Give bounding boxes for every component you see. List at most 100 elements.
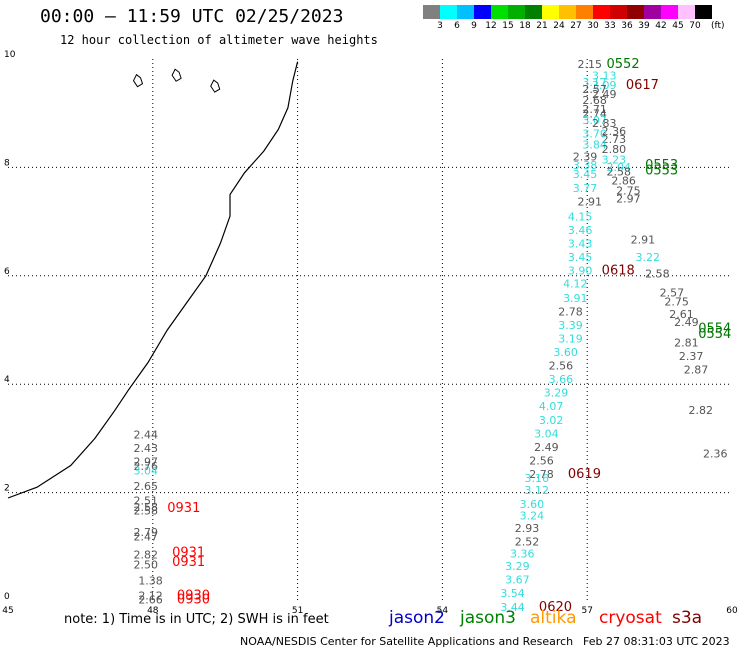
wave-height-label: 3.12	[524, 484, 549, 497]
wave-height-label: 1.38	[138, 575, 163, 588]
wave-height-label: 2.66	[138, 594, 163, 607]
colorbar-label: 12	[485, 21, 497, 31]
colorbar-label: 6	[454, 21, 460, 31]
y-tick-label: 6	[4, 267, 10, 277]
pass-time-label: 0930	[177, 588, 210, 603]
x-tick-label: 48	[147, 606, 159, 616]
wave-height-label: 2.93	[515, 522, 540, 535]
wave-height-label: 2.71	[582, 103, 607, 116]
colorbar-swatch	[525, 5, 542, 19]
colorbar-label: 21	[536, 21, 548, 31]
wave-height-label: 2.80	[602, 143, 627, 156]
colorbar-swatch	[423, 5, 440, 19]
footer-credit: NOAA/NESDIS Center for Satellite Applica…	[240, 635, 574, 648]
wave-height-label: 4.12	[563, 278, 588, 291]
wave-height-label: 3.45	[568, 251, 593, 264]
wave-height-label: 2.39	[573, 150, 598, 163]
wave-height-label: 2.56	[549, 360, 574, 373]
wave-height-label: 3.38	[573, 159, 598, 172]
wave-height-label: 3.29	[544, 387, 569, 400]
wave-height-label: 2.65	[133, 480, 158, 493]
wave-height-label: 2.97	[133, 456, 158, 469]
wave-height-label: 3.02	[539, 414, 564, 427]
pass-time-label: 0618	[602, 264, 635, 279]
wave-height-label: 3.90	[568, 265, 593, 278]
pass-time-label: 0617	[626, 78, 659, 93]
wave-height-label: 3.16	[524, 472, 549, 485]
colorbar-swatch	[559, 5, 576, 19]
wave-height-label: 3.66	[549, 373, 574, 386]
wave-height-label: 3.91	[563, 292, 588, 305]
wave-height-label: 2.82	[133, 549, 158, 562]
colorbar-label: 39	[638, 21, 650, 31]
wave-height-label: 2.51	[133, 495, 158, 508]
wave-height-label: 2.50	[133, 558, 158, 571]
colorbar-swatch	[610, 5, 627, 19]
pass-time-label: 0930	[177, 593, 210, 608]
colorbar-swatch	[508, 5, 525, 19]
colorbar-swatch	[644, 5, 661, 19]
wave-height-label: 2.79	[133, 526, 158, 539]
wave-height-label: 3.23	[602, 154, 627, 167]
wave-height-label: 3.46	[568, 224, 593, 237]
x-tick-label: 60	[726, 606, 738, 616]
wave-height-label: 3.54	[500, 587, 525, 600]
wave-height-label: 3.45	[573, 168, 598, 181]
x-tick-label: 45	[2, 606, 13, 616]
wave-height-label: 3.19	[558, 332, 583, 345]
wave-height-label: 3.70	[582, 128, 607, 141]
footer-note: note: 1) Time is in UTC; 2) SWH is in fe…	[64, 612, 329, 627]
y-tick-label: 10	[4, 50, 16, 60]
island-outline	[171, 68, 182, 82]
colorbar-swatch	[491, 5, 508, 19]
wave-height-label: 3.07	[582, 114, 607, 127]
legend-altika: altika	[530, 608, 577, 628]
wave-height-label: 3.24	[520, 510, 545, 523]
wave-height-label: 3.04	[133, 465, 158, 478]
wave-height-label: 2.58	[645, 267, 670, 280]
wave-height-label: 2.75	[664, 296, 689, 309]
pass-time-label: 0553	[645, 163, 678, 178]
colorbar-swatch	[661, 5, 678, 19]
wave-height-label: 3.60	[520, 498, 545, 511]
wave-height-label: 2.52	[515, 536, 540, 549]
footer-timestamp: Feb 27 08:31:03 UTC 2023	[583, 635, 730, 648]
colorbar-label: 45	[672, 21, 684, 31]
colorbar-swatch	[576, 5, 593, 19]
pass-time-label: 0552	[607, 57, 640, 72]
colorbar-label: 15	[502, 21, 514, 31]
pass-time-label: 0931	[167, 501, 200, 516]
wave-height-label: 2.44	[133, 428, 158, 441]
wave-height-label: 2.58	[607, 166, 632, 179]
wave-height-label: 3.77	[573, 182, 598, 195]
wave-height-label: 2.56	[529, 454, 554, 467]
wave-height-label: 2.58	[133, 504, 158, 517]
colorbar-label: 42	[655, 21, 667, 31]
wave-height-label: 2.15	[578, 58, 603, 71]
wave-height-label: 2.12	[138, 589, 163, 602]
legend-cryosat: cryosat	[599, 608, 662, 628]
wave-height-label: 2.76	[133, 460, 158, 473]
wave-height-label: 3.09	[592, 79, 617, 92]
colorbar-label: 36	[621, 21, 633, 31]
legend-jason3: jason3	[460, 608, 516, 628]
pass-time-label: 0619	[568, 467, 601, 482]
wave-height-label: 3.60	[553, 346, 578, 359]
wave-height-label: 2.57	[660, 286, 685, 299]
pass-time-label: 0931	[172, 546, 205, 561]
pass-time-label: 0554	[698, 327, 731, 342]
colorbar-swatch	[440, 5, 457, 19]
wave-height-label: 3.04	[534, 427, 559, 440]
wave-height-label: 2.49	[592, 88, 617, 101]
colorbar-label: 3	[437, 21, 443, 31]
wave-height-label: 2.43	[133, 442, 158, 455]
wave-height-label: 2.68	[582, 94, 607, 107]
wave-height-label: 2.81	[674, 336, 699, 349]
colorbar-swatch	[542, 5, 559, 19]
wave-height-label: 2.87	[684, 363, 709, 376]
wave-height-label: 2.91	[631, 233, 656, 246]
wave-height-label: 2.37	[679, 350, 704, 363]
y-tick-label: 2	[4, 484, 10, 494]
wave-height-label: 2.74	[582, 108, 607, 121]
